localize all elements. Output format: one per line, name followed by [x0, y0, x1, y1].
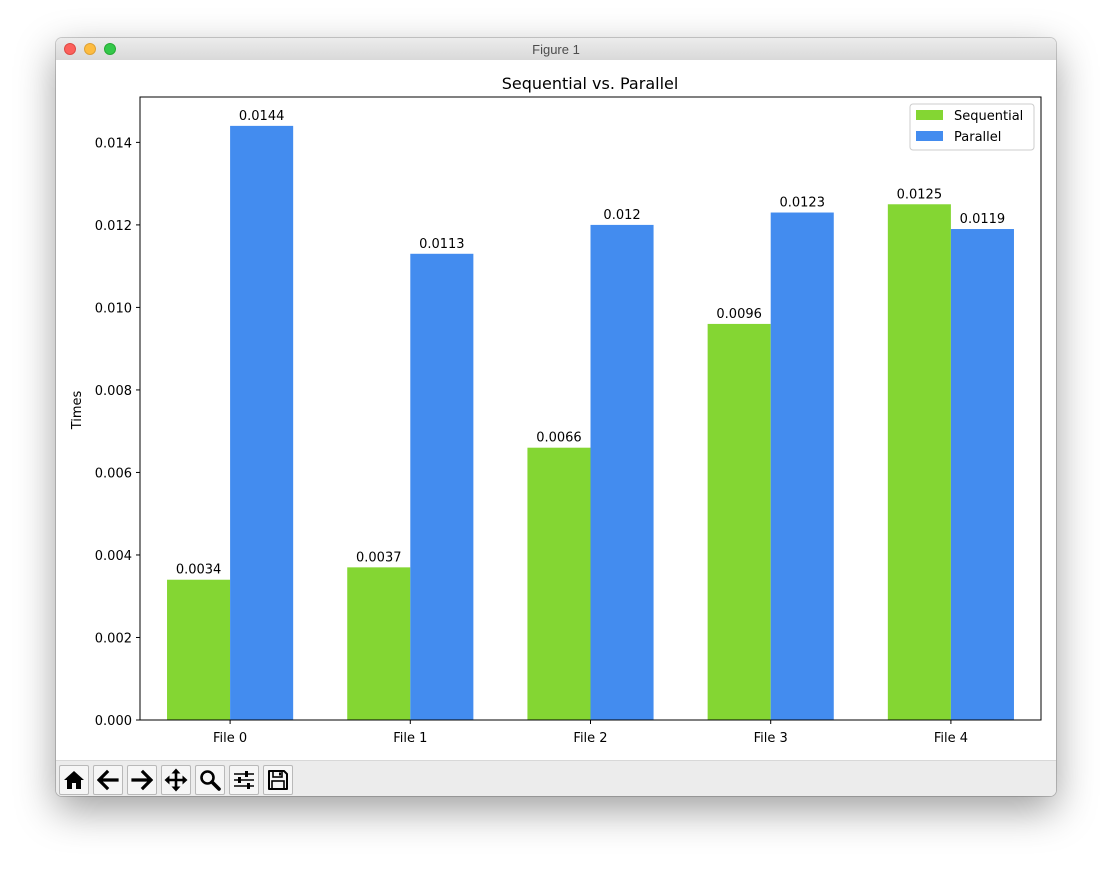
y-tick-label: 0.008 [95, 384, 132, 399]
title-bar[interactable]: Figure 1 [56, 38, 1056, 61]
x-tick-label: File 0 [213, 731, 247, 746]
bar-parallel-file-0 [230, 125, 294, 720]
close-window-button[interactable] [64, 43, 76, 55]
bar-labels-group: 0.0034 0.0144 0.0037 0.0113 0.0066 0.012 0.009… [176, 109, 1005, 578]
zoom-button[interactable] [195, 765, 225, 795]
navigation-toolbar [56, 760, 1056, 796]
magnifier-icon [200, 770, 221, 791]
legend: Sequential Parallel [909, 103, 1035, 151]
home-icon [64, 771, 84, 789]
bar-sequential-file-3 [707, 323, 771, 720]
bar-value-label: 0.012 [603, 208, 640, 223]
bar-parallel-file-3 [770, 212, 834, 720]
sliders-icon [234, 771, 254, 789]
bar-parallel-file-4 [950, 229, 1014, 720]
bar-parallel-file-2 [590, 224, 654, 720]
x-tick-label: File 4 [934, 731, 968, 746]
x-axis: File 0 File 1 File 2 File 3 File 4 [213, 720, 968, 746]
save-button[interactable] [263, 765, 293, 795]
home-button[interactable] [59, 765, 89, 795]
arrow-right-icon [131, 769, 153, 791]
bar-value-label: 0.0113 [419, 237, 465, 252]
back-button[interactable] [93, 765, 123, 795]
y-axis-label: Times [70, 390, 85, 430]
bar-value-label: 0.0119 [960, 212, 1006, 227]
move-icon [164, 768, 188, 792]
bar-chart: Sequential vs. Parallel Times 0.0034 0.01… [70, 74, 1042, 746]
bar-value-label: 0.0144 [239, 109, 285, 124]
bar-parallel-file-1 [410, 253, 474, 720]
minimize-window-button[interactable] [84, 43, 96, 55]
y-axis: 0.000 0.002 0.004 0.006 0.008 0.010 0.012 0.014 [95, 136, 140, 729]
figure-canvas[interactable]: Sequential vs. Parallel Times 0.0034 0.01… [56, 60, 1056, 760]
pan-button[interactable] [161, 765, 191, 795]
maximize-window-button[interactable] [104, 43, 116, 55]
x-tick-label: File 3 [754, 731, 788, 746]
x-tick-label: File 1 [393, 731, 427, 746]
bar-sequential-file-4 [887, 204, 951, 720]
y-tick-label: 0.000 [95, 714, 132, 729]
chart-title: Sequential vs. Parallel [502, 74, 679, 93]
figure-window: Figure 1 Sequential vs. Parallel Times 0… [56, 38, 1056, 796]
window-title: Figure 1 [532, 42, 580, 57]
bar-sequential-file-0 [167, 579, 231, 720]
legend-label-parallel: Parallel [954, 130, 1001, 145]
y-tick-label: 0.010 [95, 301, 132, 316]
y-tick-label: 0.002 [95, 631, 132, 646]
bars-group [167, 125, 1014, 720]
y-tick-label: 0.004 [95, 549, 132, 564]
y-tick-label: 0.012 [95, 219, 132, 234]
bar-value-label: 0.0125 [897, 187, 943, 202]
floppy-disk-icon [268, 770, 288, 790]
bar-value-label: 0.0037 [356, 550, 402, 565]
arrow-left-icon [97, 769, 119, 791]
bar-value-label: 0.0034 [176, 563, 222, 578]
legend-label-sequential: Sequential [954, 109, 1023, 124]
y-tick-label: 0.014 [95, 136, 132, 151]
y-tick-label: 0.006 [95, 466, 132, 481]
bar-sequential-file-2 [527, 447, 591, 720]
bar-value-label: 0.0066 [536, 431, 582, 446]
legend-swatch-parallel [916, 131, 943, 141]
legend-swatch-sequential [916, 110, 943, 120]
bar-value-label: 0.0123 [779, 196, 825, 211]
bar-value-label: 0.0096 [716, 307, 762, 322]
bar-sequential-file-1 [347, 567, 411, 720]
x-tick-label: File 2 [573, 731, 607, 746]
forward-button[interactable] [127, 765, 157, 795]
configure-subplots-button[interactable] [229, 765, 259, 795]
